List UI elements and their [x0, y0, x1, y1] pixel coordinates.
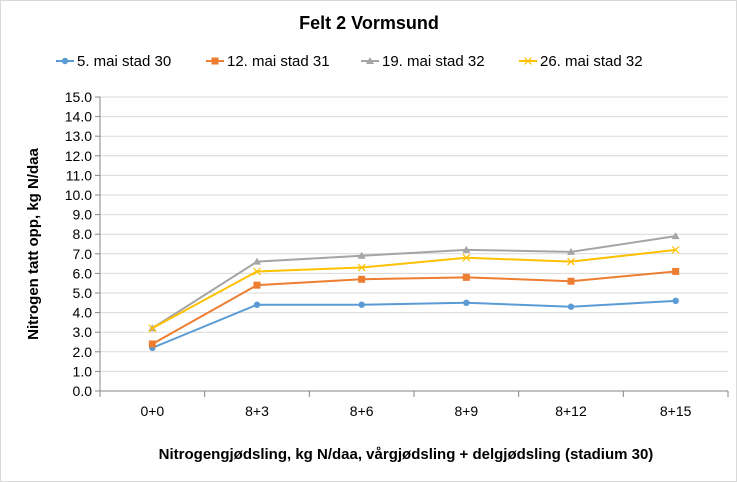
- y-tick-label: 15.0: [65, 89, 92, 105]
- legend-item: 19. mai stad 32: [361, 53, 485, 70]
- data-point: [357, 263, 366, 272]
- data-point: [671, 245, 680, 254]
- series-line: [151, 248, 676, 330]
- data-point: [358, 275, 366, 283]
- legend-label: 12. mai stad 31: [227, 53, 330, 70]
- chart-title: Felt 2 Vormsund: [299, 13, 439, 33]
- legend-label: 26. mai stad 32: [540, 53, 643, 70]
- y-tick-label: 6.0: [73, 265, 93, 281]
- x-tick-label: 8+3: [245, 403, 269, 419]
- series-line: [151, 270, 676, 345]
- y-tick-label: 4.0: [73, 305, 93, 321]
- legend-label: 19. mai stad 32: [382, 53, 485, 70]
- data-point: [148, 324, 157, 333]
- y-tick-label: 14.0: [65, 109, 92, 125]
- y-tick-label: 5.0: [73, 285, 93, 301]
- data-point: [524, 57, 532, 65]
- x-tick-label: 8+12: [555, 403, 587, 419]
- x-tick-label: 8+6: [350, 403, 374, 419]
- data-point: [462, 245, 471, 253]
- legend-item: 12. mai stad 31: [206, 53, 330, 70]
- series-group: [148, 232, 680, 352]
- legend-label: 5. mai stad 30: [77, 53, 171, 70]
- data-point: [567, 257, 575, 266]
- y-tick-label: 10.0: [65, 187, 92, 203]
- y-tick-label: 2.0: [73, 344, 93, 360]
- y-tick-label: 1.0: [73, 363, 93, 379]
- data-point: [462, 273, 470, 281]
- data-point: [253, 267, 261, 276]
- series-2: [148, 267, 680, 348]
- data-point: [211, 57, 219, 65]
- data-point: [358, 301, 365, 308]
- y-tick-label: 13.0: [65, 128, 92, 144]
- x-axis-label: Nitrogengjødsling, kg N/daa, vårgjødslin…: [159, 446, 654, 463]
- y-tick-label: 12.0: [65, 148, 92, 164]
- x-tick-label: 8+9: [454, 403, 478, 419]
- series-4: [148, 245, 680, 333]
- y-axis-label: Nitrogen tatt opp, kg N/daa: [25, 148, 42, 340]
- y-tick-label: 0.0: [73, 383, 93, 399]
- series-line: [151, 235, 676, 330]
- y-tick-label: 3.0: [73, 324, 93, 340]
- data-point: [148, 340, 156, 348]
- y-tick-label: 7.0: [73, 246, 93, 262]
- data-point: [463, 299, 470, 306]
- data-point: [462, 253, 471, 262]
- data-point: [567, 277, 575, 285]
- legend-item: 26. mai stad 32: [519, 53, 643, 70]
- axes: 0.0 1.0 2.0 3.0 4.0 5.0 6.0 7.0 8.0 9.0 10.0 11.0 12…: [65, 89, 729, 419]
- legend: 5. mai stad 30 12. mai stad 31 19. mai sta…: [56, 53, 643, 70]
- data-point: [672, 267, 680, 275]
- data-point: [671, 232, 680, 240]
- data-point: [672, 297, 679, 305]
- x-tick-label: 8+15: [660, 403, 692, 419]
- data-point: [253, 301, 261, 308]
- y-tick-label: 9.0: [73, 207, 93, 223]
- data-point: [61, 57, 69, 65]
- x-tick-label: 0+0: [140, 403, 164, 419]
- data-point: [357, 251, 366, 259]
- series-1: [149, 297, 679, 352]
- legend-item: 5. mai stad 30: [56, 53, 171, 70]
- y-tick-label: 8.0: [73, 226, 93, 242]
- y-tick-label: 11.0: [66, 167, 92, 183]
- data-point: [366, 57, 374, 64]
- data-point: [567, 303, 575, 310]
- series-line: [151, 299, 676, 349]
- data-point: [253, 257, 261, 265]
- data-point: [567, 247, 575, 255]
- data-point: [253, 281, 261, 289]
